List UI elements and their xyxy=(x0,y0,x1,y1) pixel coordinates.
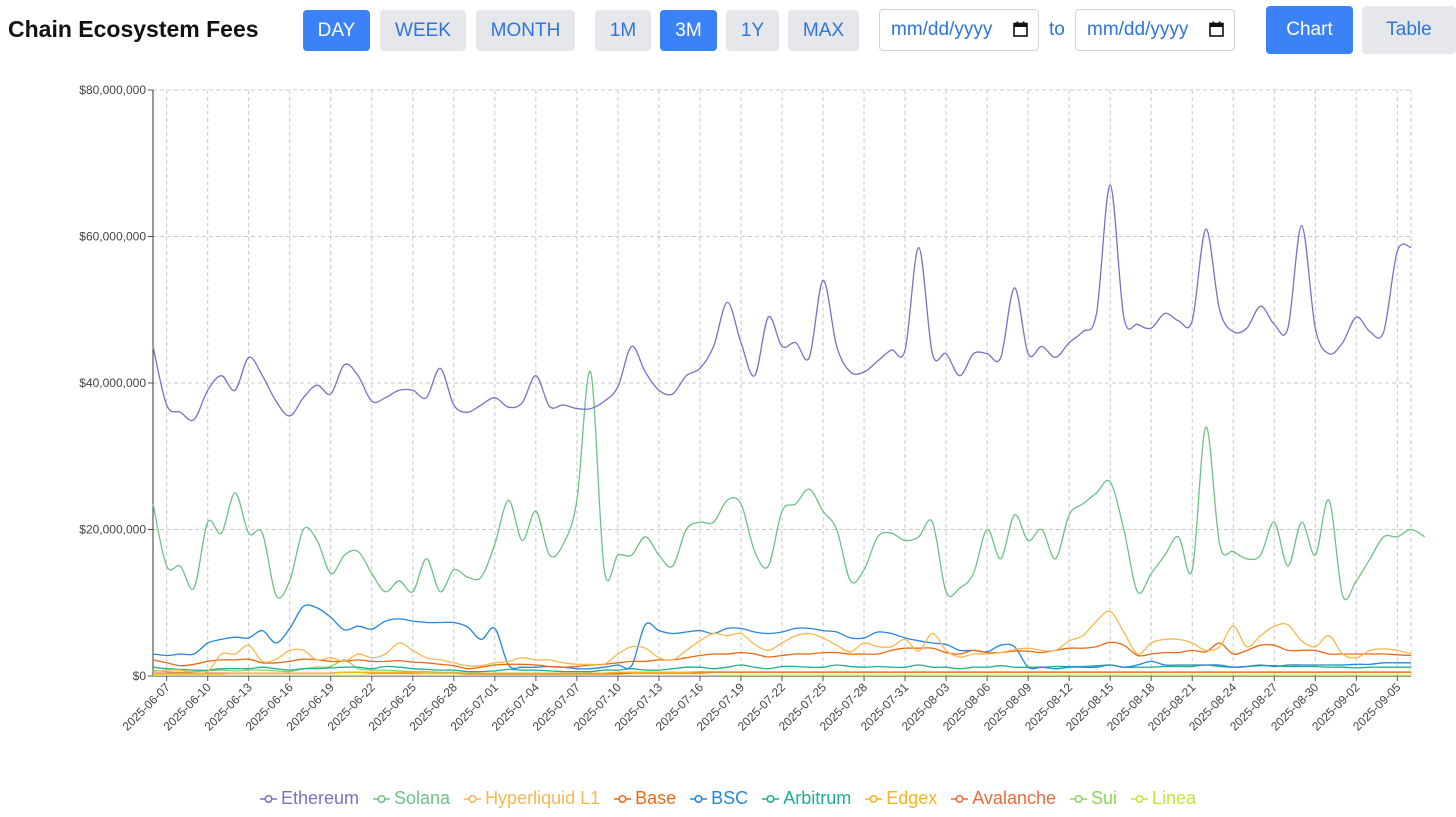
legend-marker-icon xyxy=(1131,794,1148,803)
legend-marker-icon xyxy=(373,794,390,803)
legend-marker-icon xyxy=(1069,794,1087,803)
legend-item-ethereum[interactable]: Ethereum xyxy=(259,788,359,809)
legend-marker-icon xyxy=(762,794,780,803)
series-line-ethereum xyxy=(152,184,1412,422)
legend-marker-icon xyxy=(865,794,883,803)
legend-item-arbitrum[interactable]: Arbitrum xyxy=(762,788,851,809)
legend-label: Hyperliquid L1 xyxy=(485,788,601,808)
legend-marker-icon xyxy=(464,794,482,803)
page-title: Chain Ecosystem Fees xyxy=(8,16,259,42)
y-tick-label: $40,000,000 xyxy=(79,376,146,390)
date-from-placeholder: mm/dd/yyyy xyxy=(891,19,993,40)
chart-legend: Ethereum Solana Hyperliquid L1 Base BSC Arbit… xyxy=(0,788,1456,809)
series-line-hyperliquid-l1 xyxy=(152,610,1412,674)
legend-label: Linea xyxy=(1152,788,1197,808)
y-tick-label: $80,000,000 xyxy=(79,83,146,97)
legend-marker-icon xyxy=(951,794,969,803)
legend-marker-icon xyxy=(690,794,708,803)
legend-item-hyperliquid-l1[interactable]: Hyperliquid L1 xyxy=(464,788,600,809)
series-line-solana xyxy=(152,370,1426,601)
series-line-bsc xyxy=(152,604,1411,670)
series-line-edgex xyxy=(153,670,1411,675)
view-table-button[interactable]: Table xyxy=(1362,6,1456,54)
range-1y-button[interactable]: 1Y xyxy=(726,10,779,51)
date-to-placeholder: mm/dd/yyyy xyxy=(1087,19,1189,40)
date-from-input[interactable]: mm/dd/yyyy xyxy=(879,9,1039,51)
y-tick-label: $0 xyxy=(133,669,147,683)
range-max-button[interactable]: MAX xyxy=(788,10,859,51)
granularity-day-button[interactable]: DAY xyxy=(303,10,370,51)
legend-marker-icon xyxy=(259,794,277,803)
legend-label: Sui xyxy=(1090,788,1117,808)
legend-item-base[interactable]: Base xyxy=(614,788,676,809)
legend-marker-icon xyxy=(614,794,632,803)
legend-label: Arbitrum xyxy=(783,788,852,808)
date-to-input[interactable]: mm/dd/yyyy xyxy=(1075,9,1235,51)
fees-line-chart: $0 $20,000,000 $40,000,000 $60,000,000 $80,0… xyxy=(79,83,1426,734)
range-3m-button[interactable]: 3M xyxy=(660,10,717,51)
legend-label: Base xyxy=(635,788,677,808)
series-line-base xyxy=(152,641,1412,670)
legend-item-bsc[interactable]: BSC xyxy=(690,788,748,809)
legend-label: Solana xyxy=(394,788,451,808)
legend-label: Ethereum xyxy=(280,788,359,808)
legend-item-avalanche[interactable]: Avalanche xyxy=(951,788,1056,809)
calendar-icon[interactable] xyxy=(1013,21,1028,37)
legend-label: BSC xyxy=(711,788,749,808)
legend-item-linea[interactable]: Linea xyxy=(1131,788,1196,809)
date-range-separator: to xyxy=(1049,19,1065,40)
granularity-month-button[interactable]: MONTH xyxy=(476,10,575,51)
y-tick-label: $20,000,000 xyxy=(79,523,146,537)
legend-item-sui[interactable]: Sui xyxy=(1069,788,1117,809)
legend-label: Avalanche xyxy=(972,788,1056,808)
y-tick-label: $60,000,000 xyxy=(79,230,146,244)
granularity-week-button[interactable]: WEEK xyxy=(380,10,466,51)
calendar-icon[interactable] xyxy=(1209,21,1224,37)
view-chart-button[interactable]: Chart xyxy=(1266,6,1353,54)
range-1m-button[interactable]: 1M xyxy=(595,10,651,51)
legend-item-solana[interactable]: Solana xyxy=(373,788,450,809)
legend-item-edgex[interactable]: Edgex xyxy=(865,788,937,809)
legend-label: Edgex xyxy=(886,788,938,808)
